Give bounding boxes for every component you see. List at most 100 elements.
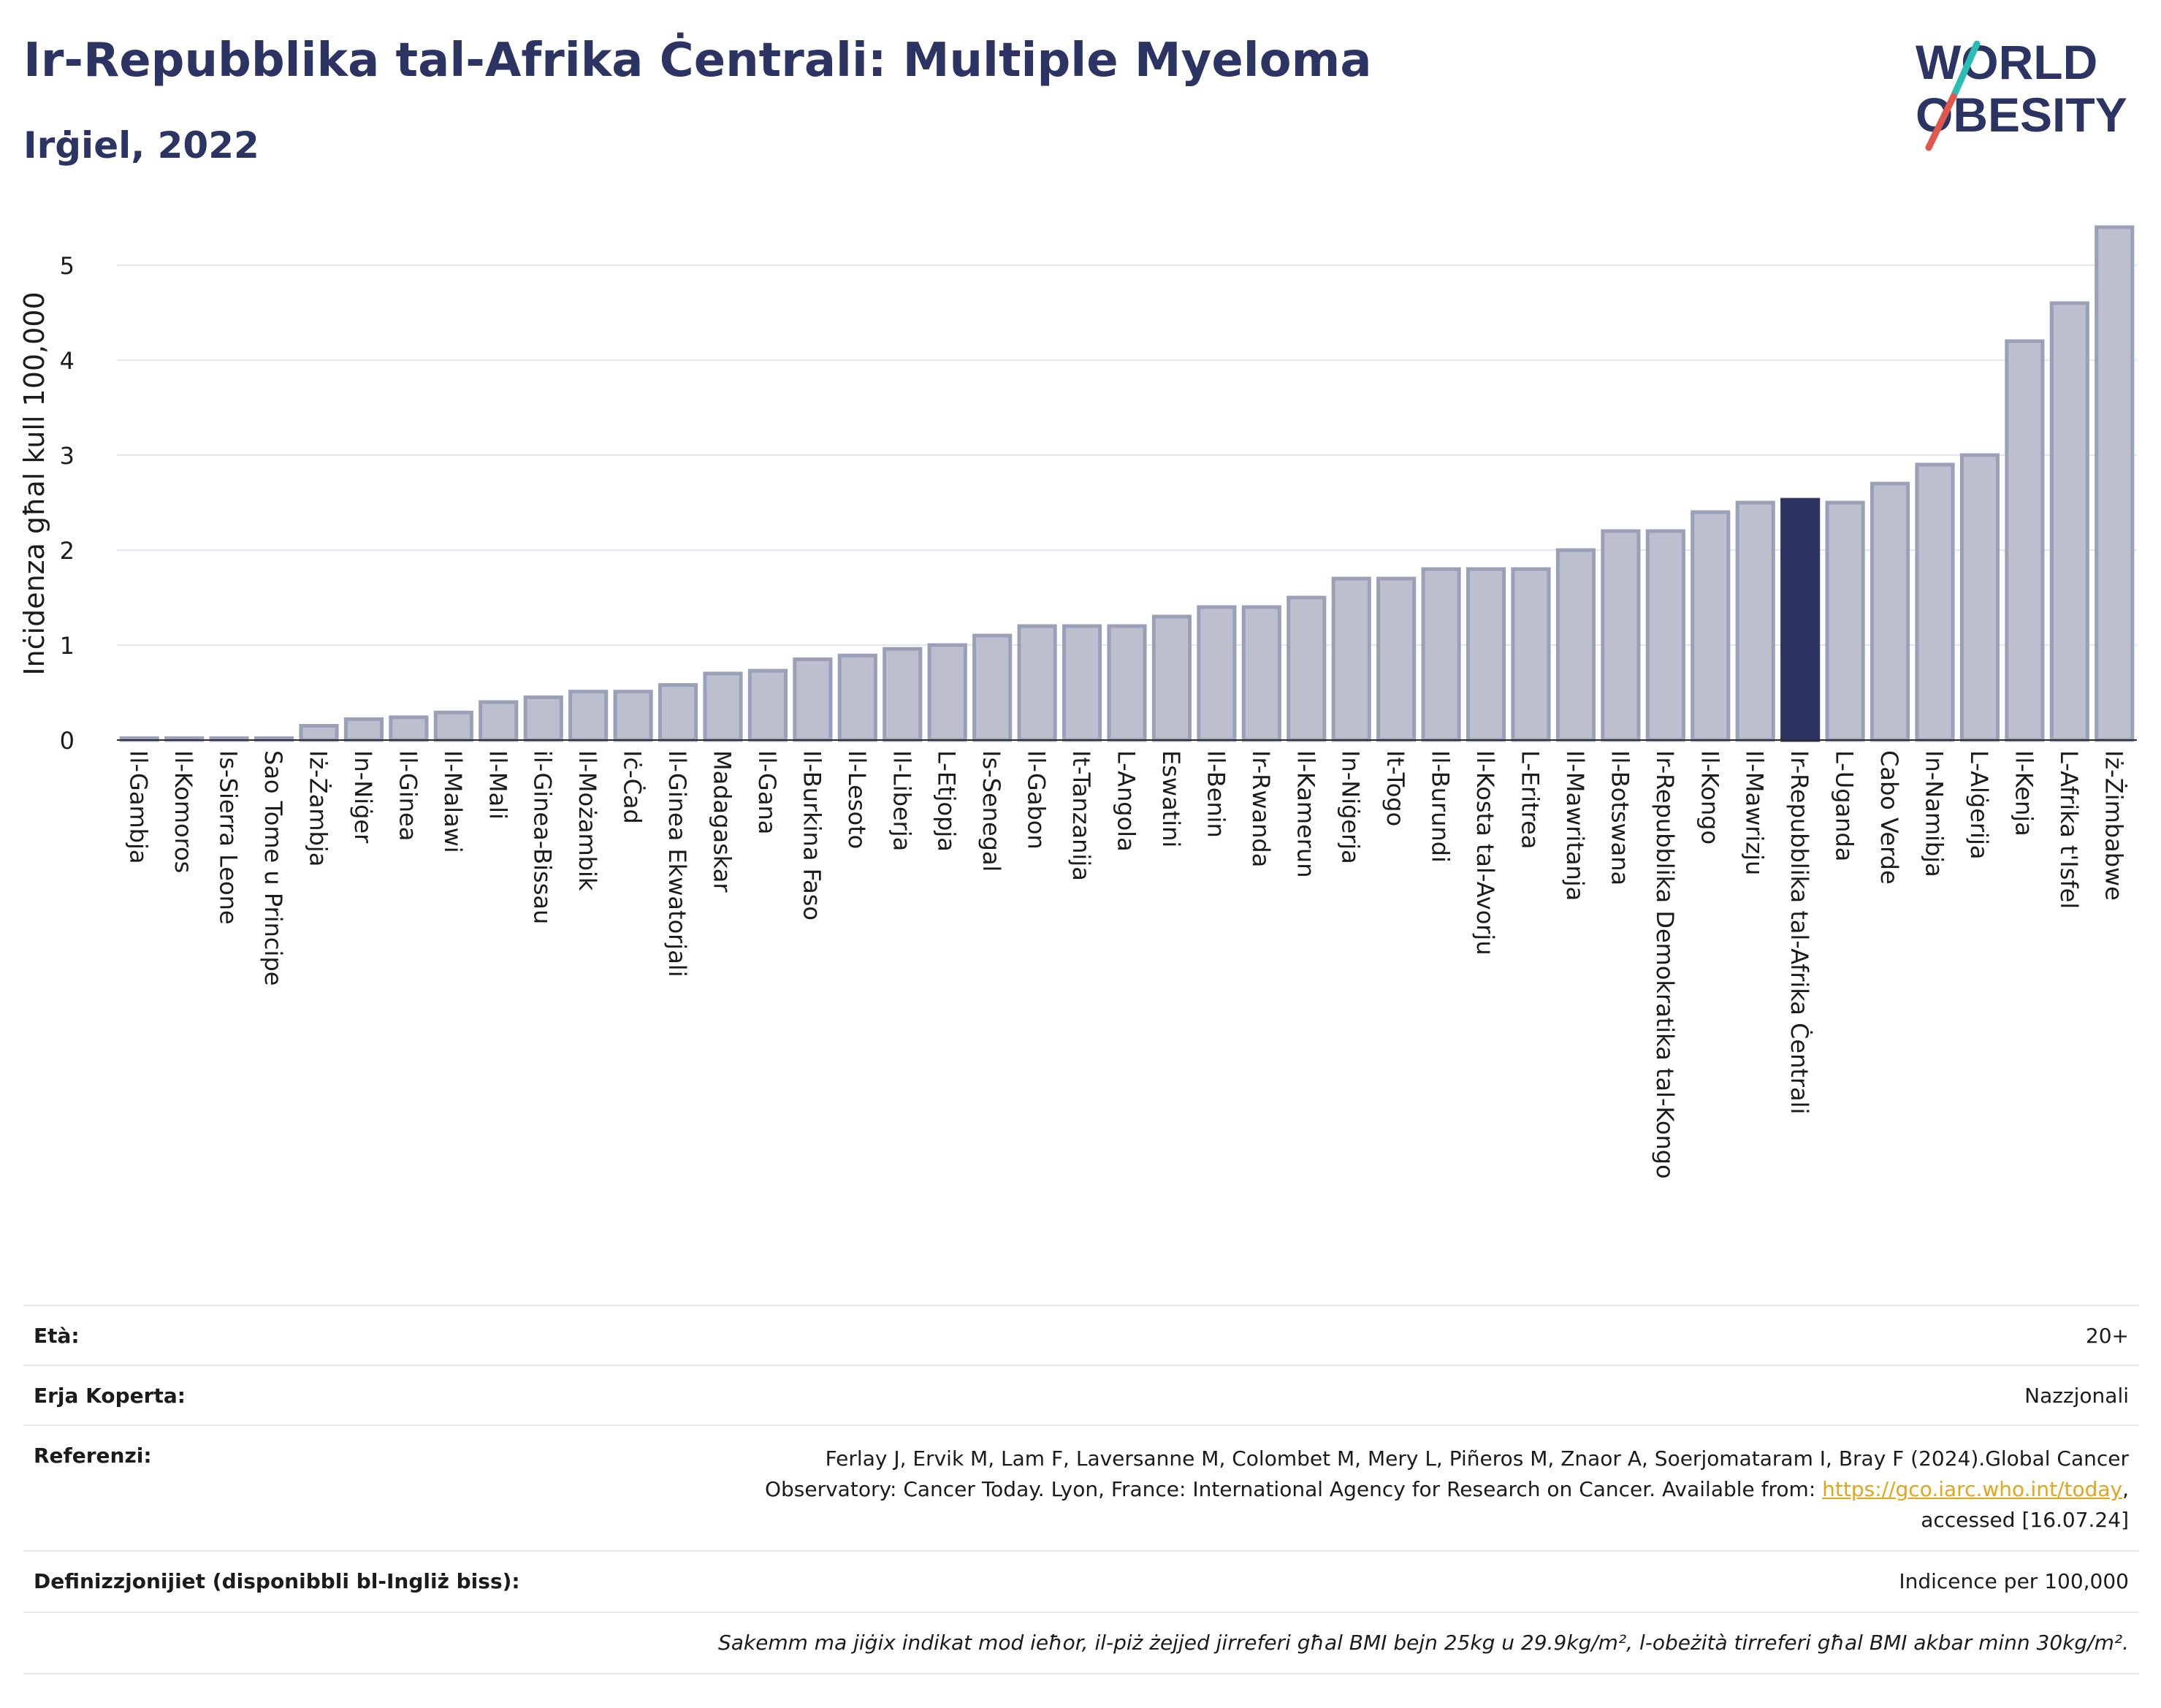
- reference-line-2-end: ,: [2122, 1477, 2129, 1501]
- bar: [2095, 225, 2135, 742]
- x-tick-label: Ir-Repubblika Demokratika tal-Kongo: [1651, 750, 1679, 1179]
- x-tick-label: Il-Komoros: [169, 750, 197, 873]
- x-tick-label: L-Afrika t'Isfel: [2055, 750, 2083, 909]
- bar: [568, 690, 609, 742]
- x-tick-label: Il-Mawrizju: [1741, 750, 1769, 875]
- references-label: Referenzi:: [34, 1444, 152, 1468]
- reference-line-1: Ferlay J, Ervik M, Lam F, Laversanne M, …: [825, 1446, 2129, 1471]
- bar: [883, 647, 923, 742]
- y-tick-label: 0: [60, 727, 75, 755]
- x-tick-label: L-Angola: [1113, 750, 1140, 852]
- bar: [1421, 567, 1461, 742]
- x-tick-label: L-Eritrea: [1517, 750, 1544, 849]
- bar: [1107, 624, 1147, 742]
- bar: [1197, 605, 1237, 742]
- x-tick-label: Il-Ginea: [394, 750, 422, 841]
- bar: [1735, 500, 1775, 742]
- bar: [837, 653, 877, 742]
- x-tick-label: Iċ-Ċad: [619, 750, 647, 824]
- bar: [1601, 529, 1641, 742]
- info-row-note: Sakemm ma jiġix indikat mod ieħor, il-pi…: [23, 1612, 2139, 1674]
- bar: [299, 724, 339, 742]
- x-tick-label: Madagaskar: [709, 750, 736, 893]
- info-row-area: Erja Koperta: Nazzjonali: [23, 1365, 2139, 1425]
- x-tick-label: Iż-Żimbabwe: [2100, 750, 2127, 901]
- reference-line-3: accessed [16.07.24]: [1921, 1508, 2129, 1532]
- x-tick-label: Il-Burundi: [1427, 750, 1455, 863]
- x-tick-label: Il-Lesoto: [843, 750, 871, 849]
- x-tick-label: Il-Kamerun: [1292, 750, 1319, 877]
- x-tick-label: Il-Mali: [484, 750, 511, 820]
- x-tick-label: L-Uganda: [1831, 750, 1859, 861]
- y-tick-label: 4: [60, 347, 75, 375]
- x-tick-label: L-Alġerija: [1965, 750, 1993, 859]
- age-value: 20+: [2085, 1324, 2129, 1348]
- x-tick-label: Il-Botswana: [1606, 750, 1634, 885]
- bar: [1151, 614, 1192, 742]
- x-tick-label: Il-Kongo: [1696, 750, 1723, 845]
- reference-line-2: Observatory: Cancer Today. Lyon, France:…: [765, 1474, 2129, 1505]
- bar: [2005, 339, 2045, 742]
- age-label: Età:: [34, 1324, 80, 1348]
- bar: [972, 633, 1013, 742]
- bar: [1062, 624, 1102, 742]
- bar: [1645, 529, 1685, 742]
- bar: [927, 643, 967, 742]
- reference-line-2-text: Observatory: Cancer Today. Lyon, France:…: [764, 1477, 1823, 1501]
- reference-link[interactable]: https://gco.iarc.who.int/today: [1822, 1477, 2123, 1501]
- bar: [613, 690, 653, 742]
- y-tick-label: 5: [60, 252, 75, 280]
- bar: [1511, 567, 1551, 742]
- chart-title: Ir-Repubblika tal-Afrika Ċentrali: Multi…: [23, 34, 1372, 88]
- bar: [1376, 576, 1417, 742]
- info-row-age: Età: 20+: [23, 1305, 2139, 1365]
- x-tick-label: Il-Liberja: [888, 750, 915, 851]
- logo-stroke-red: [1925, 93, 1957, 151]
- x-tick-label: Il-Gambja: [125, 750, 153, 863]
- x-tick-label: Cabo Verde: [1875, 750, 1903, 885]
- bar: [1555, 548, 1596, 742]
- x-tick-label: Il-Kenja: [2010, 750, 2038, 836]
- bar: [479, 700, 519, 742]
- world-obesity-logo: WORLD OBESITY: [1916, 35, 2127, 151]
- bar: [1017, 624, 1057, 742]
- bars: [119, 225, 2135, 742]
- x-tick-label: Il-Gabon: [1023, 750, 1051, 850]
- bar: [1331, 576, 1371, 742]
- x-tick-label: Il-Malawi: [439, 750, 467, 853]
- area-value: Nazzjonali: [2024, 1384, 2129, 1408]
- x-tick-label: Is-Sierra Leone: [215, 750, 243, 925]
- bar: [1915, 462, 1955, 742]
- bar: [747, 668, 788, 742]
- definitions-label: Definizzjonijiet (disponibbli bl-Ingliż …: [34, 1569, 520, 1593]
- y-axis-label: Inċidenza għal kull 100,000: [18, 291, 50, 675]
- x-tick-label: Il-Możambik: [573, 750, 601, 891]
- x-tick-label: Eswatini: [1157, 750, 1185, 847]
- y-tick-label: 3: [60, 442, 75, 470]
- x-tick-label: il-Ginea-Bissau: [529, 750, 557, 924]
- x-tick-label: Ir-Repubblika tal-Afrika Ċentrali: [1785, 750, 1813, 1114]
- x-tick-label: Il-Benin: [1202, 750, 1230, 838]
- bar-chart: 0 1 2 3 4 5 Il-Gambja Il-Komoros Is-Sierra Leon…: [18, 225, 2137, 1179]
- bar: [1691, 510, 1731, 742]
- bar: [1870, 481, 1910, 742]
- bar: [1825, 500, 1865, 742]
- x-tick-label: Il-Gana: [753, 750, 781, 834]
- y-axis-ticks: 0 1 2 3 4 5: [60, 252, 75, 755]
- info-table: Età: 20+ Erja Koperta: Nazzjonali Refere…: [23, 1305, 2139, 1674]
- bar: [1466, 567, 1506, 742]
- x-tick-label: Iż-Żambja: [305, 750, 332, 866]
- x-tick-label: Ir-Rwanda: [1247, 750, 1275, 867]
- bar: [1959, 453, 2000, 742]
- bar: [433, 710, 473, 742]
- bar: [1780, 497, 1821, 742]
- x-tick-label: Il-Ginea Ekwatorjali: [663, 750, 691, 977]
- bar: [2049, 301, 2089, 742]
- x-tick-label: Is-Senegal: [977, 750, 1005, 872]
- obesity-note: Sakemm ma jiġix indikat mod ieħor, il-pi…: [717, 1631, 2129, 1655]
- x-axis-labels: Il-Gambja Il-Komoros Is-Sierra Leone Sao To…: [125, 750, 2128, 1179]
- references-value: Ferlay J, Ervik M, Lam F, Laversanne M, …: [765, 1444, 2129, 1536]
- bar: [343, 717, 384, 742]
- x-tick-label: Il-Kosta tal-Avorju: [1471, 750, 1499, 956]
- bar: [1241, 605, 1281, 742]
